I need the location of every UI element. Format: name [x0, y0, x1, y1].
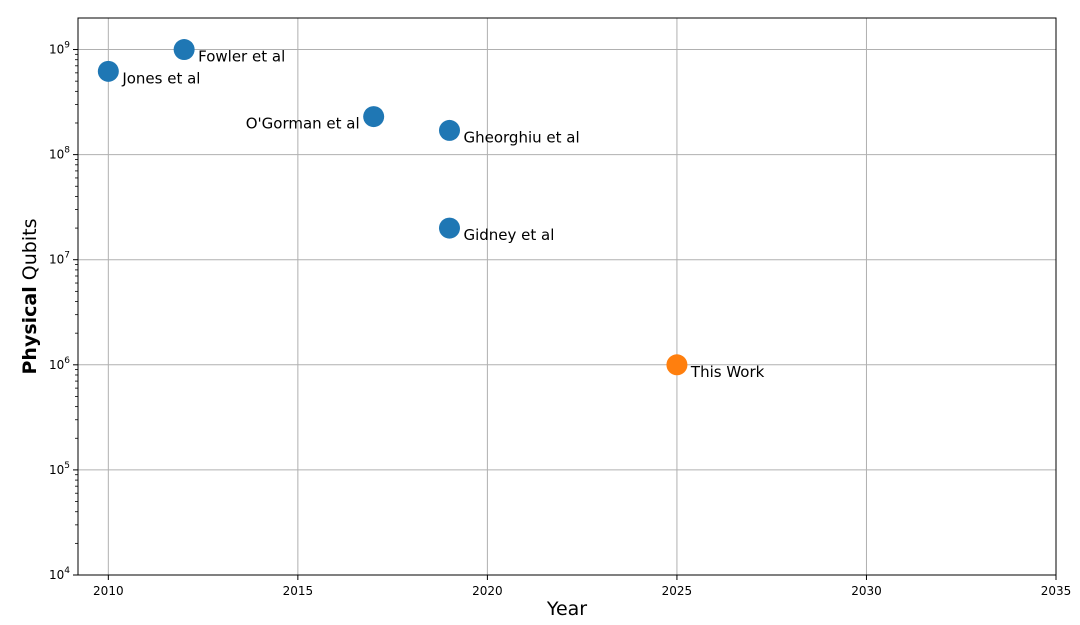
data-point — [97, 60, 119, 82]
y-tick-base: 10 — [49, 358, 64, 372]
y-tick-base: 10 — [49, 463, 64, 477]
y-tick-power: 5 — [64, 461, 70, 471]
point-label: Gheorghiu et al — [463, 128, 579, 146]
y-axis-label: Physical Qubits — [19, 219, 41, 375]
data-point — [363, 106, 385, 128]
x-tick-label: 2015 — [283, 584, 314, 598]
y-axis-label-rest: Qubits — [19, 219, 41, 287]
y-tick-base: 10 — [49, 148, 64, 162]
y-tick-base: 10 — [49, 43, 64, 57]
data-points: Jones et al Fowler et al O'Gorman et al Ghe… — [97, 39, 765, 381]
x-tick-label: 2010 — [93, 584, 124, 598]
data-point — [438, 217, 460, 239]
y-tick-base: 10 — [49, 568, 64, 582]
y-tick-label: 105 — [49, 461, 70, 477]
y-tick-label: 107 — [49, 251, 70, 267]
data-point — [666, 354, 688, 376]
point-label: This Work — [690, 363, 765, 381]
y-axis-label-bold: Physical — [19, 286, 41, 374]
data-point — [173, 39, 195, 61]
x-tick-label: 2020 — [472, 584, 503, 598]
data-point — [438, 119, 460, 141]
x-tick-label: 2035 — [1041, 584, 1072, 598]
point-label: Fowler et al — [198, 48, 285, 66]
y-tick-base: 10 — [49, 253, 64, 267]
y-tick-power: 8 — [64, 146, 70, 156]
x-tick-label: 2025 — [662, 584, 693, 598]
y-tick-label: 104 — [49, 566, 70, 582]
y-tick-power: 7 — [64, 251, 70, 261]
y-tick-label: 106 — [49, 356, 70, 372]
x-axis-ticks: 2010 2015 2020 2025 2030 2035 — [93, 575, 1071, 598]
point-label: Gidney et al — [463, 226, 554, 244]
y-tick-label: 108 — [49, 146, 70, 162]
x-axis-label: Year — [546, 598, 587, 620]
plot-frame — [77, 17, 1057, 576]
y-tick-power: 9 — [64, 41, 70, 51]
x-tick-label: 2030 — [851, 584, 882, 598]
y-tick-power: 4 — [64, 566, 70, 576]
y-tick-label: 109 — [49, 41, 70, 57]
point-label: O'Gorman et al — [246, 115, 360, 133]
point-label: Jones et al — [121, 69, 200, 87]
y-tick-power: 6 — [64, 356, 70, 366]
